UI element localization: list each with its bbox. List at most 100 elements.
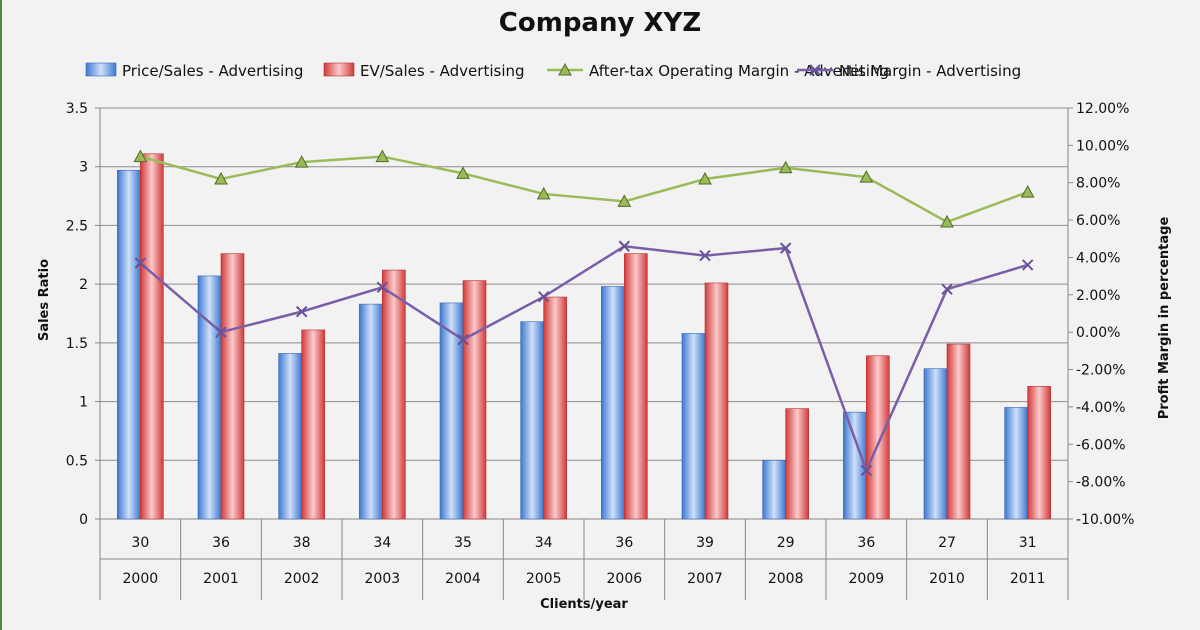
bar bbox=[197, 275, 222, 520]
x-tick-label: 2002 bbox=[284, 571, 320, 587]
x-sublabel: 36 bbox=[857, 535, 875, 551]
y2-tick-label: 2.00% bbox=[1076, 288, 1120, 304]
legend-label: After-tax Operating Margin - Advertising bbox=[589, 62, 889, 80]
point bbox=[294, 155, 309, 168]
bar bbox=[543, 296, 567, 520]
bar bbox=[923, 368, 948, 520]
y-axis-title: Sales Ratio bbox=[37, 259, 52, 341]
y2-tick-label: 6.00% bbox=[1076, 213, 1120, 229]
x-sublabel: 34 bbox=[535, 535, 553, 551]
x-sublabel: 34 bbox=[373, 535, 391, 551]
x-tick-label: 2010 bbox=[929, 571, 965, 587]
y-tick-label: 1.5 bbox=[66, 336, 88, 352]
legend-label: EV/Sales - Advertising bbox=[360, 62, 525, 80]
bar bbox=[140, 153, 164, 520]
legend: Price/Sales - Advertising EV/Sales - Adve… bbox=[85, 62, 1021, 80]
axes: 0 0.5 1 1.5 2 2.5 3 3.5 -10.00% -8.00% -6.00% -4.00… bbox=[66, 101, 1134, 600]
point bbox=[618, 240, 631, 252]
bar bbox=[704, 282, 729, 520]
y-tick-label: 0.5 bbox=[66, 453, 88, 469]
point bbox=[1020, 185, 1035, 198]
bar bbox=[624, 253, 648, 520]
legend-label: Net Margin - Advertising bbox=[839, 62, 1021, 80]
bar bbox=[601, 286, 625, 520]
bar bbox=[681, 333, 706, 520]
x-tick-label: 2008 bbox=[768, 571, 804, 587]
bar bbox=[1004, 407, 1028, 520]
bar bbox=[520, 321, 544, 520]
bar bbox=[1027, 386, 1051, 520]
series-line bbox=[139, 244, 1029, 474]
y2-tick-label: -4.00% bbox=[1076, 400, 1126, 416]
y2-tick-label: 4.00% bbox=[1076, 250, 1120, 266]
y-tick-label: 3 bbox=[79, 160, 88, 176]
bar bbox=[278, 353, 302, 520]
lines bbox=[133, 149, 1035, 477]
point bbox=[537, 290, 550, 303]
legend-swatch bbox=[85, 62, 117, 77]
x-axis-title: Clients/year bbox=[540, 597, 628, 612]
bars bbox=[117, 153, 1051, 520]
point bbox=[699, 249, 711, 262]
x-tick-label: 2003 bbox=[365, 571, 401, 587]
point bbox=[698, 171, 712, 185]
point bbox=[375, 149, 390, 163]
point bbox=[940, 214, 954, 228]
x-sublabel: 27 bbox=[938, 535, 956, 551]
x-tick-label: 2004 bbox=[445, 571, 481, 587]
y-tick-label: 1 bbox=[79, 395, 88, 411]
x-sublabel: 39 bbox=[696, 535, 714, 551]
y2-tick-label: 0.00% bbox=[1076, 325, 1120, 341]
y2-tick-label: -10.00% bbox=[1076, 512, 1134, 528]
point bbox=[215, 326, 227, 338]
y-tick-label: 3.5 bbox=[66, 101, 88, 117]
bar bbox=[785, 408, 809, 520]
x-tick-label: 2001 bbox=[203, 571, 239, 587]
x-tick-label: 2007 bbox=[687, 571, 723, 587]
y2-tick-label: 10.00% bbox=[1076, 138, 1129, 154]
point bbox=[456, 166, 470, 179]
x-tick-label: 2011 bbox=[1010, 571, 1046, 587]
x-sublabel: 29 bbox=[777, 535, 795, 551]
x-sublabel: 31 bbox=[1019, 535, 1037, 551]
bar bbox=[382, 269, 406, 520]
legend-swatch bbox=[323, 62, 355, 77]
bar bbox=[762, 459, 786, 520]
point bbox=[214, 171, 228, 185]
series-line bbox=[139, 155, 1029, 224]
point bbox=[376, 281, 389, 294]
point bbox=[860, 464, 873, 477]
point bbox=[536, 186, 551, 200]
legend-marker bbox=[809, 64, 821, 76]
bar bbox=[866, 355, 890, 520]
x-sublabel: 36 bbox=[615, 535, 633, 551]
point bbox=[617, 194, 632, 207]
bar bbox=[117, 169, 141, 520]
point bbox=[778, 160, 793, 174]
y2-axis-title: Profit Margin in percentage bbox=[1157, 217, 1172, 420]
x-sublabel: 35 bbox=[454, 535, 472, 551]
x-tick-label: 2006 bbox=[607, 571, 643, 587]
point bbox=[941, 283, 953, 295]
y2-tick-label: 12.00% bbox=[1076, 101, 1129, 117]
point bbox=[779, 242, 792, 254]
y-tick-label: 0 bbox=[79, 512, 88, 528]
point bbox=[295, 305, 308, 318]
y2-tick-label: -2.00% bbox=[1076, 363, 1126, 379]
x-sublabel: 36 bbox=[212, 535, 230, 551]
point bbox=[859, 170, 874, 183]
bar bbox=[462, 280, 487, 520]
x-tick-label: 2005 bbox=[526, 571, 562, 587]
bar bbox=[301, 329, 325, 520]
x-tick-label: 2000 bbox=[123, 571, 159, 587]
x-sublabel: 38 bbox=[293, 535, 311, 551]
point bbox=[133, 149, 148, 163]
legend-marker bbox=[558, 62, 572, 76]
chart-title: Company XYZ bbox=[499, 8, 701, 38]
point bbox=[134, 257, 147, 269]
legend-label: Price/Sales - Advertising bbox=[122, 62, 303, 80]
y2-tick-label: 8.00% bbox=[1076, 176, 1120, 192]
x-tick-label: 2009 bbox=[849, 571, 885, 587]
point bbox=[1021, 259, 1034, 271]
